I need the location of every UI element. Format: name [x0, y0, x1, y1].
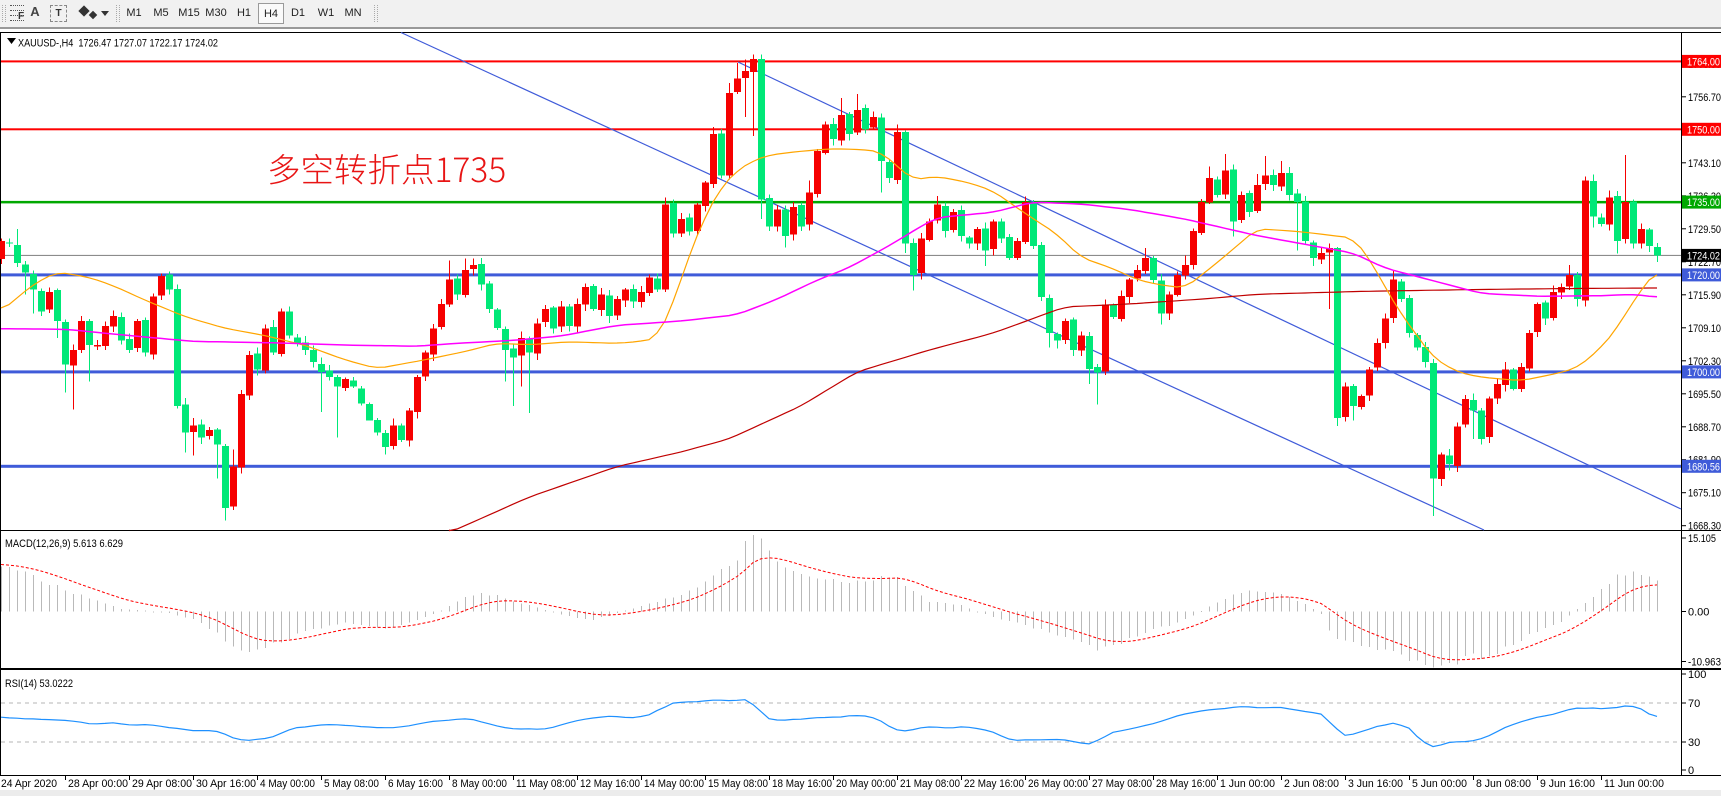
svg-text:5 May 08:00: 5 May 08:00 [324, 778, 379, 790]
svg-text:2 Jun 08:00: 2 Jun 08:00 [1284, 778, 1339, 790]
svg-text:6 May 16:00: 6 May 16:00 [388, 778, 443, 790]
svg-text:1715.90: 1715.90 [1688, 290, 1721, 302]
svg-text:100: 100 [1688, 669, 1706, 681]
svg-text:3 Jun 16:00: 3 Jun 16:00 [1348, 778, 1403, 790]
svg-text:27 May 08:00: 27 May 08:00 [1092, 778, 1152, 790]
svg-text:8 May 00:00: 8 May 00:00 [452, 778, 507, 790]
svg-text:1750.00: 1750.00 [1687, 124, 1720, 136]
svg-text:26 May 00:00: 26 May 00:00 [1028, 778, 1088, 790]
svg-text:15 May 08:00: 15 May 08:00 [708, 778, 768, 790]
svg-text:20 May 00:00: 20 May 00:00 [836, 778, 896, 790]
svg-text:18 May 16:00: 18 May 16:00 [772, 778, 832, 790]
svg-text:1702.30: 1702.30 [1688, 356, 1721, 368]
svg-text:30 Apr 16:00: 30 Apr 16:00 [196, 778, 256, 790]
svg-text:5 Jun 00:00: 5 Jun 00:00 [1412, 778, 1467, 790]
svg-text:1680.56: 1680.56 [1687, 461, 1720, 473]
svg-text:1729.50: 1729.50 [1688, 224, 1721, 236]
svg-text:11 Jun 00:00: 11 Jun 00:00 [1604, 778, 1664, 790]
svg-text:1695.50: 1695.50 [1688, 389, 1721, 401]
svg-text:0.00: 0.00 [1688, 607, 1709, 619]
svg-text:28 Apr 00:00: 28 Apr 00:00 [68, 778, 128, 790]
svg-text:1709.10: 1709.10 [1688, 323, 1721, 335]
svg-text:1743.10: 1743.10 [1688, 158, 1721, 170]
svg-text:70: 70 [1688, 698, 1700, 710]
svg-text:9 Jun 16:00: 9 Jun 16:00 [1540, 778, 1595, 790]
svg-text:1735.00: 1735.00 [1687, 197, 1720, 209]
svg-text:XAUUSD-,H4 1726.47 1727.07 17: XAUUSD-,H4 1726.47 1727.07 1722.17 1724.… [18, 38, 218, 50]
svg-text:1720.00: 1720.00 [1687, 270, 1720, 282]
svg-text:1 Jun 00:00: 1 Jun 00:00 [1220, 778, 1275, 790]
svg-text:1688.70: 1688.70 [1688, 422, 1721, 434]
svg-text:1764.00: 1764.00 [1687, 56, 1720, 68]
svg-text:15.105: 15.105 [1688, 533, 1716, 545]
svg-text:22 May 16:00: 22 May 16:00 [964, 778, 1024, 790]
svg-text:12 May 16:00: 12 May 16:00 [580, 778, 640, 790]
svg-text:11 May 08:00: 11 May 08:00 [516, 778, 576, 790]
svg-text:1668.30: 1668.30 [1688, 521, 1721, 533]
svg-text:29 Apr 08:00: 29 Apr 08:00 [132, 778, 192, 790]
svg-text:0: 0 [1688, 765, 1694, 777]
svg-text:14 May 00:00: 14 May 00:00 [644, 778, 704, 790]
svg-text:8 Jun 08:00: 8 Jun 08:00 [1476, 778, 1531, 790]
svg-text:MACD(12,26,9) 5.613 6.629: MACD(12,26,9) 5.613 6.629 [5, 538, 123, 550]
svg-text:28 May 16:00: 28 May 16:00 [1156, 778, 1216, 790]
svg-text:RSI(14) 53.0222: RSI(14) 53.0222 [5, 678, 73, 690]
svg-text:1675.10: 1675.10 [1688, 488, 1721, 500]
svg-text:30: 30 [1688, 737, 1700, 749]
svg-text:1756.70: 1756.70 [1688, 92, 1721, 104]
svg-text:1700.00: 1700.00 [1687, 367, 1720, 379]
svg-text:24 Apr 2020: 24 Apr 2020 [1, 778, 57, 790]
svg-text:-10.963: -10.963 [1688, 657, 1721, 669]
svg-text:1724.02: 1724.02 [1687, 250, 1720, 262]
svg-text:21 May 08:00: 21 May 08:00 [900, 778, 960, 790]
svg-text:4 May 00:00: 4 May 00:00 [260, 778, 315, 790]
